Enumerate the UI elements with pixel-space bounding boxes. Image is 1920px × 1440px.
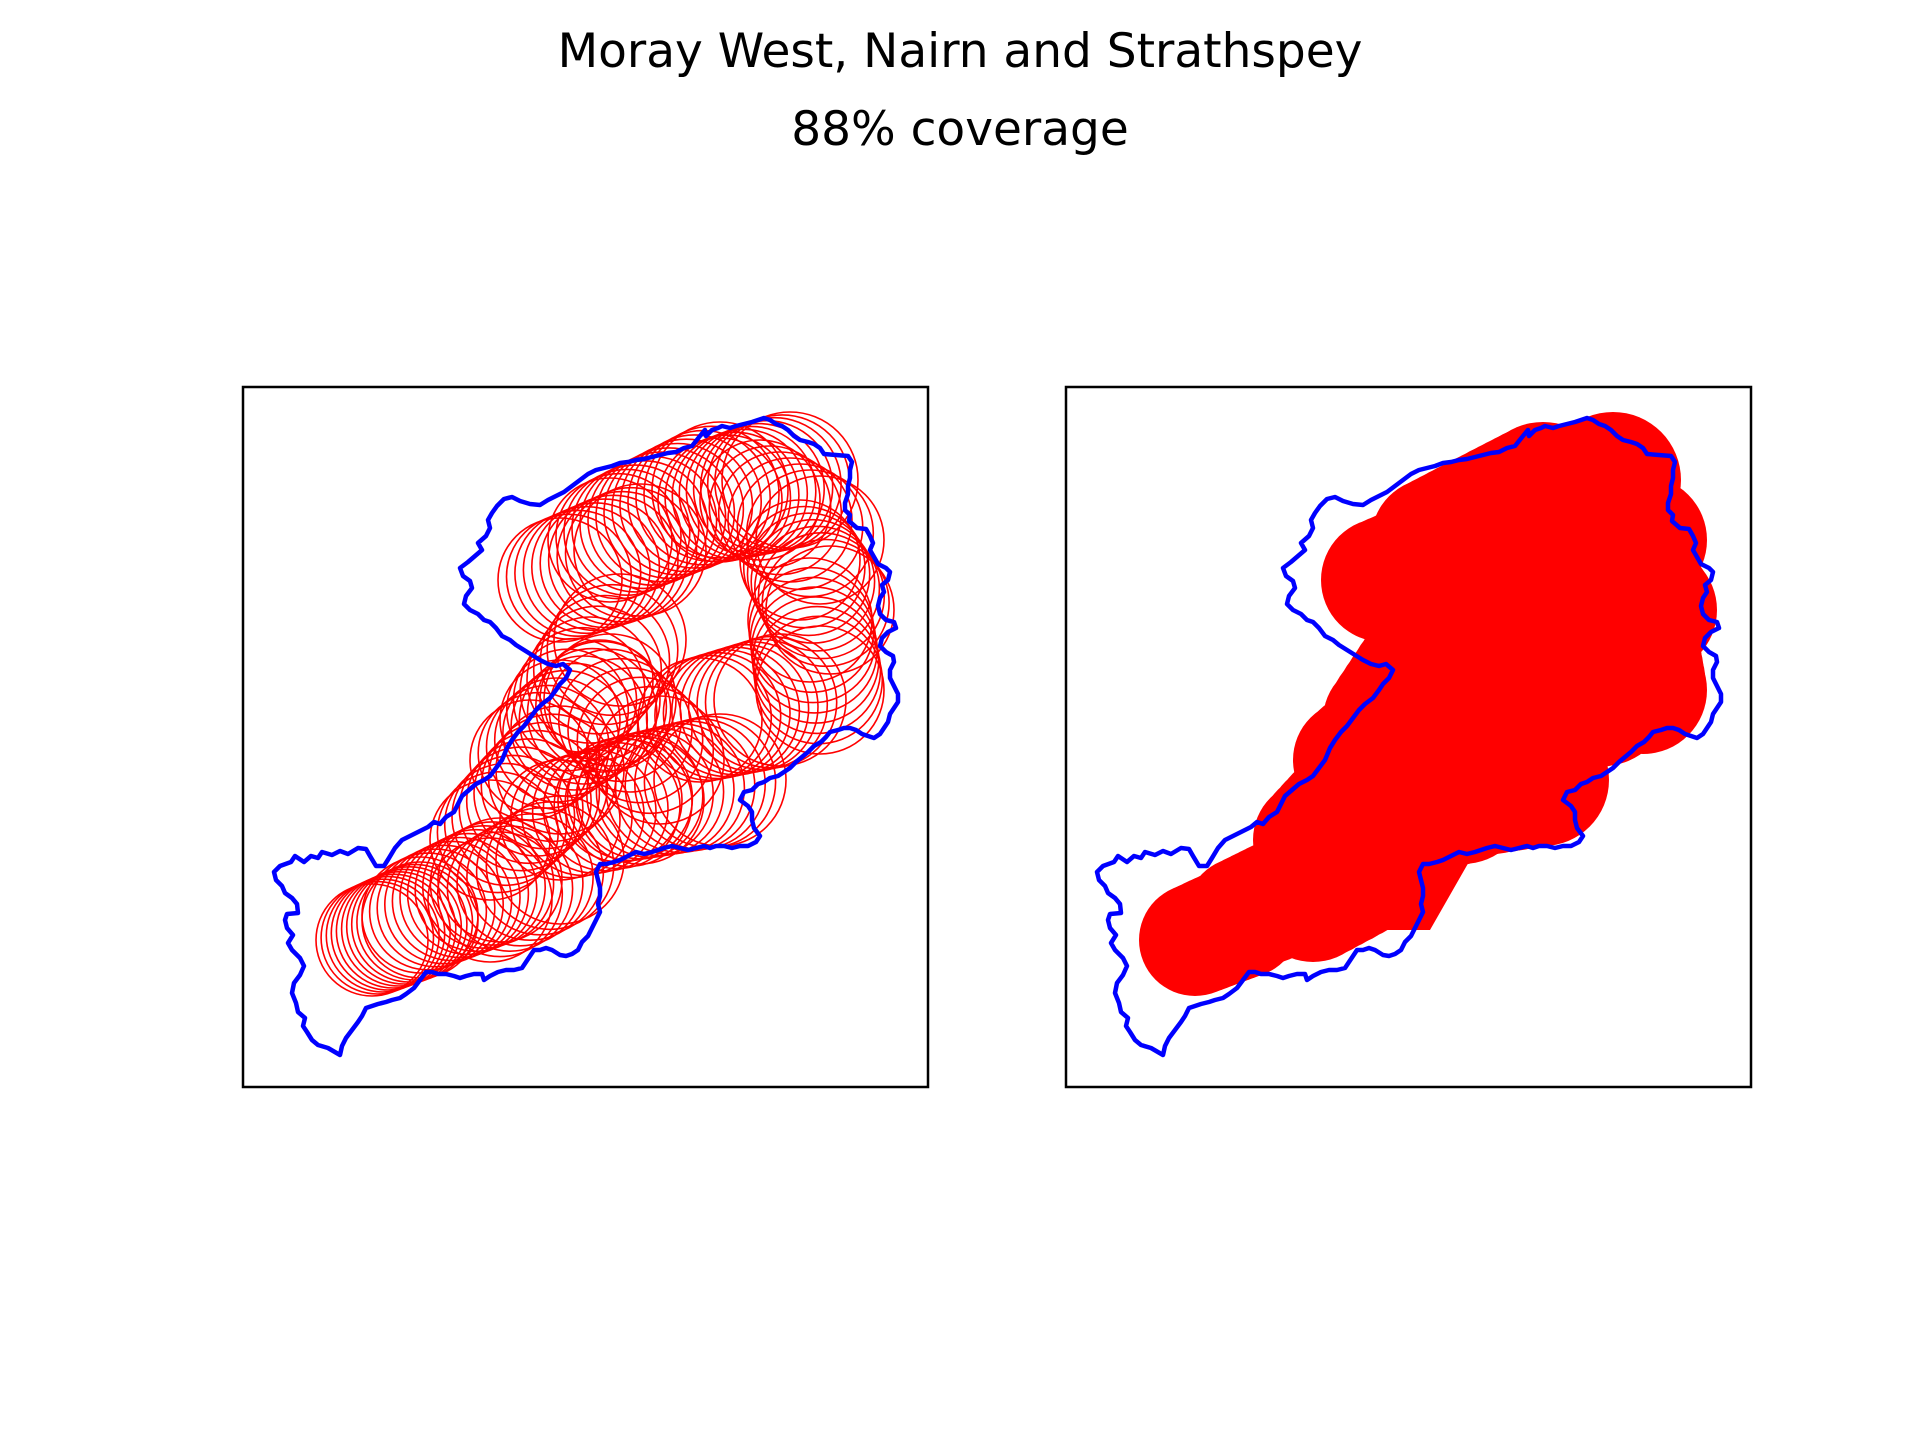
coverage-circle — [627, 434, 762, 569]
coverage-circle — [473, 729, 601, 857]
coverage-circle — [651, 421, 789, 559]
figure-subtitle: 88% coverage — [791, 102, 1129, 157]
coverage-circle — [692, 422, 826, 555]
coverage-circle — [345, 868, 463, 985]
coverage-circle — [576, 676, 704, 804]
coverage-circle — [399, 836, 521, 959]
coverage-circle — [514, 509, 642, 637]
coverage-circle — [755, 625, 885, 755]
coverage-circle — [555, 472, 682, 600]
coverage-circle — [563, 468, 691, 596]
coverage-circle — [477, 691, 601, 815]
coverage-circle — [717, 451, 843, 576]
coverage-circle — [573, 483, 707, 617]
coverage-circle — [603, 447, 736, 580]
constituency-boundary — [271, 415, 901, 1058]
coverage-circle — [575, 735, 705, 865]
coverage-circle — [443, 762, 568, 887]
coverage-circle — [427, 837, 553, 963]
coverage-circle — [721, 411, 859, 549]
coverage-circles — [315, 411, 895, 997]
coverage-area-fill — [1290, 470, 1650, 930]
left-axes-frame — [241, 385, 930, 1089]
coverage-circle — [611, 442, 745, 576]
coverage-circle — [465, 738, 592, 865]
coverage-circle — [753, 525, 881, 652]
coverage-circle — [671, 431, 800, 560]
coverage-circle — [557, 657, 683, 783]
coverage-circle — [708, 445, 832, 569]
left-map-panel — [241, 385, 930, 1089]
coverage-circle — [505, 513, 633, 640]
coverage-circle — [664, 434, 792, 562]
coverage-circle — [436, 770, 559, 894]
coverage-circle — [436, 831, 564, 958]
coverage-circle — [585, 685, 715, 815]
coverage-circle — [421, 824, 546, 949]
right-axes-frame — [1064, 385, 1753, 1089]
coverage-circle — [539, 639, 661, 761]
coverage-circle — [522, 505, 651, 635]
coverage-circle — [546, 583, 679, 717]
coverage-area — [1139, 412, 1717, 996]
coverage-circle — [567, 667, 693, 793]
coverage-circle — [696, 638, 829, 771]
coverage-circle — [755, 475, 885, 605]
coverage-circle — [739, 499, 861, 621]
coverage-circle — [340, 871, 457, 987]
coverage-circle — [595, 451, 727, 583]
coverage-circle — [532, 605, 663, 735]
coverage-circle — [704, 635, 838, 769]
coverage-circle — [548, 648, 672, 772]
coverage-circle — [429, 779, 551, 901]
coverage-circle — [553, 573, 687, 707]
coverage-circle — [713, 633, 847, 767]
coverage-circle — [564, 738, 693, 868]
coverage-circle — [406, 832, 530, 956]
coverage-circle — [657, 437, 783, 563]
constituency-boundary — [1094, 415, 1724, 1058]
coverage-circle — [746, 512, 871, 637]
coverage-circle — [526, 647, 658, 779]
coverage-circle — [451, 754, 576, 879]
coverage-circle — [458, 746, 584, 872]
coverage-circle — [534, 640, 668, 773]
coverage-circle — [350, 866, 468, 983]
coverage-circle — [699, 439, 821, 561]
figure-title: Moray West, Nairn and Strathspey — [557, 24, 1363, 79]
right-map-panel — [1064, 385, 1753, 1089]
coverage-circle — [595, 695, 725, 825]
